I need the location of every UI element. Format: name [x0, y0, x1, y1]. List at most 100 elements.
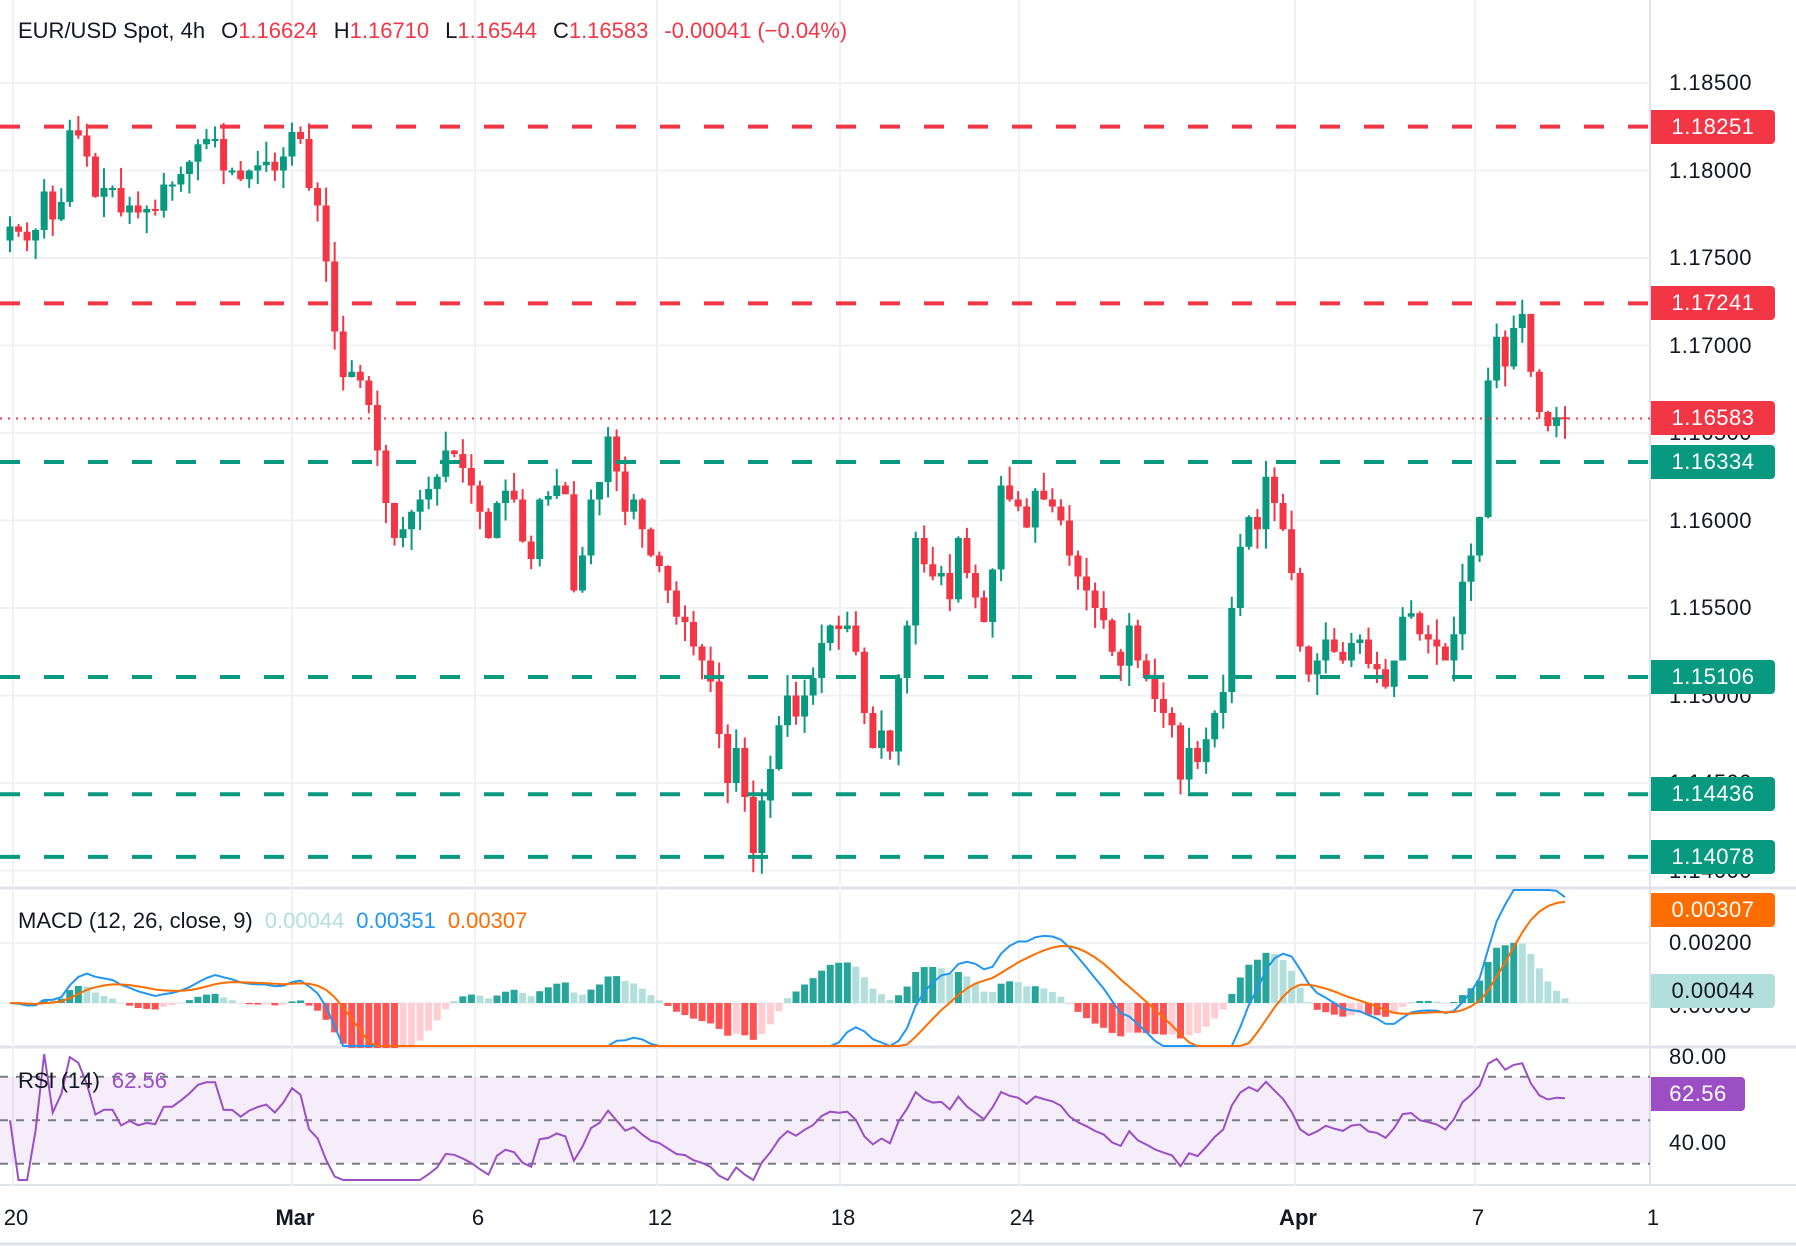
macd-histogram-bar [1518, 943, 1526, 1003]
candle-body [604, 436, 612, 482]
time-axis-label: 20 [3, 1205, 29, 1230]
macd-signal-value: 0.00307 [447, 908, 528, 933]
rsi-legend: RSI (14) 62.56 [18, 1068, 167, 1094]
candle-body [467, 468, 475, 486]
candle-body [818, 643, 826, 678]
macd-histogram-bar [596, 984, 604, 1003]
macd-histogram-bar [698, 1003, 706, 1022]
time-axis-label: 6 [471, 1205, 485, 1230]
macd-histogram-bar [356, 1003, 364, 1048]
macd-histogram-bar [1091, 1003, 1099, 1024]
macd-histogram-bar [835, 962, 843, 1003]
macd-histogram-bar [1151, 1003, 1159, 1035]
macd-histogram-bar [997, 983, 1005, 1003]
macd-histogram-bar [971, 983, 979, 1003]
macd-histogram-bar [980, 991, 988, 1003]
level-tag-support: 1.14078 [1651, 839, 1775, 874]
candle-body [1253, 517, 1261, 530]
price-axis-tick: 1.17000 [1669, 332, 1753, 358]
candle-body [1552, 417, 1560, 426]
macd-histogram-bar [655, 1000, 663, 1003]
candle-body [74, 130, 82, 136]
level-tag-resistance: 1.18251 [1651, 109, 1775, 144]
candle-body [117, 188, 125, 213]
macd-histogram-bar [681, 1003, 689, 1016]
macd-histogram-bar [1048, 991, 1056, 1003]
macd-histogram-bar [467, 994, 475, 1003]
candle-body [1151, 678, 1159, 699]
macd-histogram-bar [630, 983, 638, 1003]
macd-histogram-bar [690, 1003, 698, 1019]
candle-body [433, 476, 441, 489]
rsi-axis-tick-80: 80.00 [1669, 1044, 1727, 1069]
candle-body [484, 511, 492, 538]
macd-histogram-bar [1279, 959, 1287, 1003]
macd-histogram-bar [920, 967, 928, 1003]
candle-body [561, 485, 569, 495]
candle-body [766, 769, 774, 801]
candle-body [1168, 713, 1176, 726]
candle-body [1023, 506, 1031, 528]
candle-body [1356, 639, 1364, 643]
candle-body [1040, 490, 1048, 500]
macd-histogram-bar [1185, 1003, 1193, 1036]
macd-histogram-bar [621, 981, 629, 1003]
candle-body [203, 139, 211, 145]
macd-histogram-bar [929, 966, 937, 1003]
candle-body [262, 161, 270, 166]
candle-body [134, 205, 142, 213]
macd-histogram-bar [818, 970, 826, 1003]
macd-histogram-bar [1305, 1002, 1313, 1003]
candle-body [1014, 499, 1022, 507]
macd-axis-tick-0002: 0.00200 [1669, 930, 1753, 955]
macd-histogram-bar [766, 1003, 774, 1025]
candle-body [1057, 506, 1065, 521]
macd-histogram-bar [1390, 1003, 1398, 1015]
candle-body [826, 625, 834, 643]
macd-histogram-bar [442, 1003, 450, 1010]
macd-histogram-bar [1211, 1003, 1219, 1019]
macd-histogram-bar [638, 988, 646, 1003]
macd-histogram-bar [963, 976, 971, 1003]
candle-body [1484, 380, 1492, 517]
candle-body [177, 174, 185, 185]
rsi-title: RSI (14) [18, 1068, 100, 1093]
candle-body [724, 734, 732, 783]
macd-histogram-bar [1535, 968, 1543, 1003]
macd-histogram-bar [1527, 954, 1535, 1003]
open-value: 1.16624 [238, 18, 318, 43]
candle-body [6, 226, 14, 241]
candle-body [869, 713, 877, 748]
candle-body [373, 405, 381, 451]
candle-body [1390, 660, 1398, 687]
candle-body [929, 564, 937, 577]
level-tag-support: 1.16334 [1651, 445, 1775, 480]
macd-histogram-bar [749, 1003, 757, 1040]
candle-body [1330, 639, 1338, 652]
macd-histogram-bar [1399, 1003, 1407, 1008]
macd-histogram-bar [1339, 1003, 1347, 1017]
candle-body [1416, 613, 1424, 635]
candle-body [1091, 590, 1099, 608]
candle-body [1031, 490, 1039, 528]
macd-histogram-bar [1219, 1003, 1227, 1010]
candle-body [997, 485, 1005, 570]
macd-histogram-bar [168, 1003, 176, 1005]
candle-body [399, 529, 407, 538]
macd-histogram-bar [1313, 1003, 1321, 1010]
time-axis-label: Apr [1279, 1205, 1317, 1230]
candle-body [835, 625, 843, 629]
candle-body [630, 499, 638, 512]
candle-body [638, 499, 646, 530]
candle-body [356, 371, 364, 381]
candle-body [314, 188, 322, 206]
candle-body [621, 471, 629, 512]
candle-body [1518, 314, 1526, 328]
level-tag-support: 1.15106 [1651, 659, 1775, 694]
candle-body [1407, 613, 1415, 617]
macd-histogram-bar [809, 978, 817, 1003]
candle-body [741, 748, 749, 797]
candle-body [493, 503, 501, 538]
candle-body [1433, 639, 1441, 647]
